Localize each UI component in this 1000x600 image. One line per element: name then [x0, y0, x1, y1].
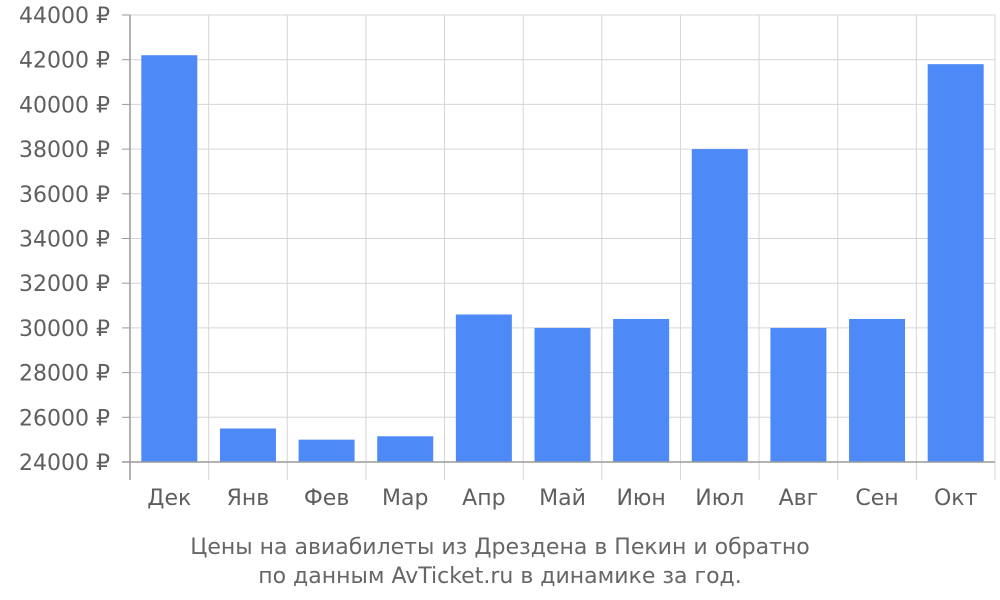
x-tick-label: Фев: [304, 486, 349, 511]
x-tick-label: Май: [539, 486, 586, 511]
bar-6: [613, 318, 670, 462]
bar-8: [770, 327, 827, 462]
y-tick-label: 40000 ₽: [19, 93, 110, 118]
y-tick-label: 44000 ₽: [19, 4, 110, 29]
grid-lines: [130, 14, 996, 463]
x-tick-label: Янв: [227, 486, 270, 511]
y-tick-label: 30000 ₽: [19, 317, 110, 342]
x-tick-label: Июн: [616, 486, 665, 511]
axes: [122, 14, 996, 480]
chart-caption-line-1: Цены на авиабилеты из Дрездена в Пекин и…: [190, 535, 810, 560]
y-tick-label: 28000 ₽: [19, 362, 110, 387]
bar-0: [141, 55, 198, 462]
y-tick-label: 32000 ₽: [19, 272, 110, 297]
x-tick-label: Мар: [382, 486, 428, 511]
y-tick-label: 42000 ₽: [19, 49, 110, 74]
x-tick-label: Апр: [462, 486, 505, 511]
x-tick-label: Сен: [855, 486, 898, 511]
bar-3: [377, 436, 434, 462]
bar-7: [691, 149, 748, 462]
y-tick-label: 24000 ₽: [19, 451, 110, 476]
x-tick-label: Окт: [934, 486, 978, 511]
y-tick-label: 34000 ₽: [19, 228, 110, 253]
y-tick-label: 38000 ₽: [19, 138, 110, 163]
bar-4: [455, 314, 512, 462]
bar-5: [534, 327, 591, 462]
bar-2: [298, 439, 355, 462]
x-tick-label: Июл: [695, 486, 744, 511]
x-tick-label: Авг: [779, 486, 819, 511]
chart-caption-line-2: по данным AvTicket.ru в динамике за год.: [258, 564, 742, 589]
bars: [141, 55, 984, 463]
bar-10: [927, 64, 984, 463]
x-tick-label: Дек: [147, 486, 191, 511]
bar-9: [849, 318, 906, 462]
bar-1: [219, 428, 276, 462]
y-tick-label: 36000 ₽: [19, 183, 110, 208]
y-tick-label: 26000 ₽: [19, 406, 110, 431]
tick-labels: 24000 ₽ 26000 ₽ 28000 ₽ 30000 ₽ 32000 ₽ 34000…: [19, 4, 978, 511]
